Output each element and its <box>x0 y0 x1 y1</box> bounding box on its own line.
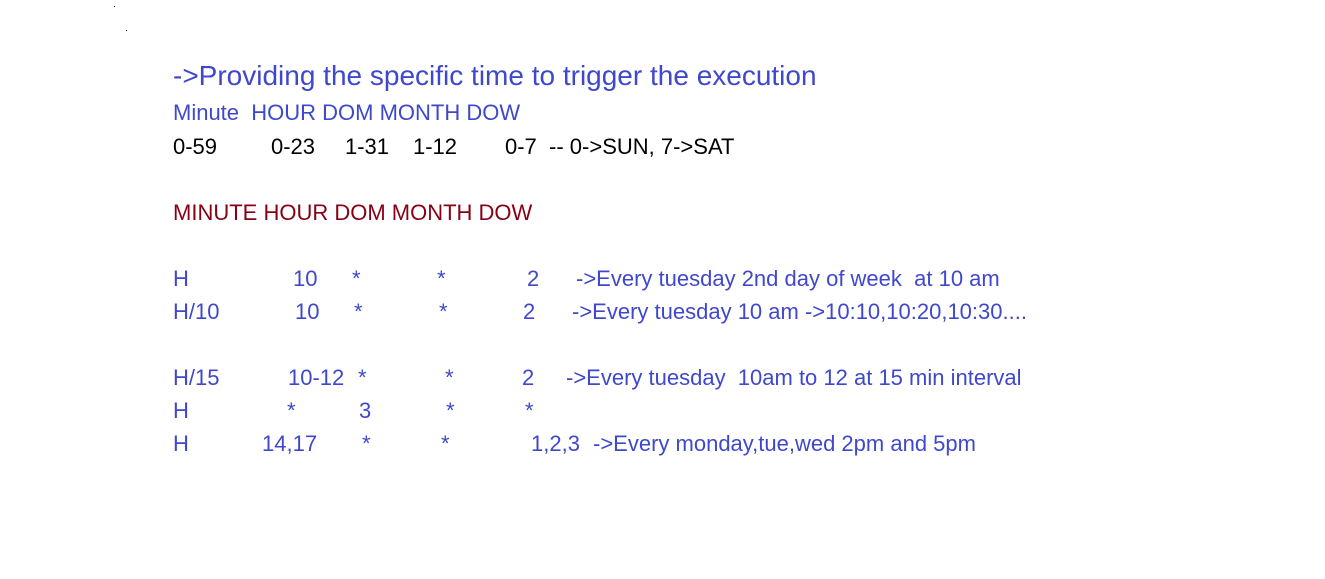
range-minute: 0-59 <box>173 134 218 159</box>
example-dom: * <box>352 266 361 291</box>
example-hour: * <box>287 398 296 423</box>
speck-1 <box>114 6 115 7</box>
field-header: Minute HOUR DOM MONTH DOW <box>173 100 521 125</box>
example-hour: 10 <box>293 266 318 291</box>
range-hour: 0-23 <box>271 134 316 159</box>
example-dow: 2 <box>523 299 536 324</box>
example-note: ->Every tuesday 2nd day of week at 10 am <box>576 266 1000 291</box>
example-dom: 3 <box>359 398 372 423</box>
example-hour: 10-12 <box>288 365 345 390</box>
example-minute: H/10 <box>173 299 220 324</box>
example-month: * <box>446 398 455 423</box>
heading: ->Providing the specific time to trigger… <box>173 60 817 91</box>
example-dom: * <box>362 431 371 456</box>
example-dom: * <box>354 299 363 324</box>
example-hour: 10 <box>295 299 320 324</box>
range-month: 1-12 <box>413 134 458 159</box>
range-dom: 1-31 <box>345 134 390 159</box>
example-note: ->Every tuesday 10am to 12 at 15 min int… <box>566 365 1022 390</box>
example-dow: 1,2,3 <box>531 431 580 456</box>
example-dom: * <box>358 365 367 390</box>
example-minute: H <box>173 266 189 291</box>
example-note: ->Every monday,tue,wed 2pm and 5pm <box>593 431 976 456</box>
example-dow: 2 <box>527 266 540 291</box>
examples-header: MINUTE HOUR DOM MONTH DOW <box>173 200 533 225</box>
example-minute: H <box>173 398 189 423</box>
example-month: * <box>439 299 448 324</box>
example-minute: H <box>173 431 189 456</box>
example-hour: 14,17 <box>262 431 318 456</box>
example-dow: 2 <box>522 365 535 390</box>
example-note: ->Every tuesday 10 am ->10:10,10:20,10:3… <box>572 299 1027 324</box>
example-dow: * <box>525 398 534 423</box>
example-minute: H/15 <box>173 365 220 390</box>
speck-2 <box>126 30 127 31</box>
example-month: * <box>445 365 454 390</box>
range-dow: 0-7 -- 0->SUN, 7->SAT <box>505 134 735 159</box>
example-month: * <box>441 431 450 456</box>
example-month: * <box>437 266 446 291</box>
